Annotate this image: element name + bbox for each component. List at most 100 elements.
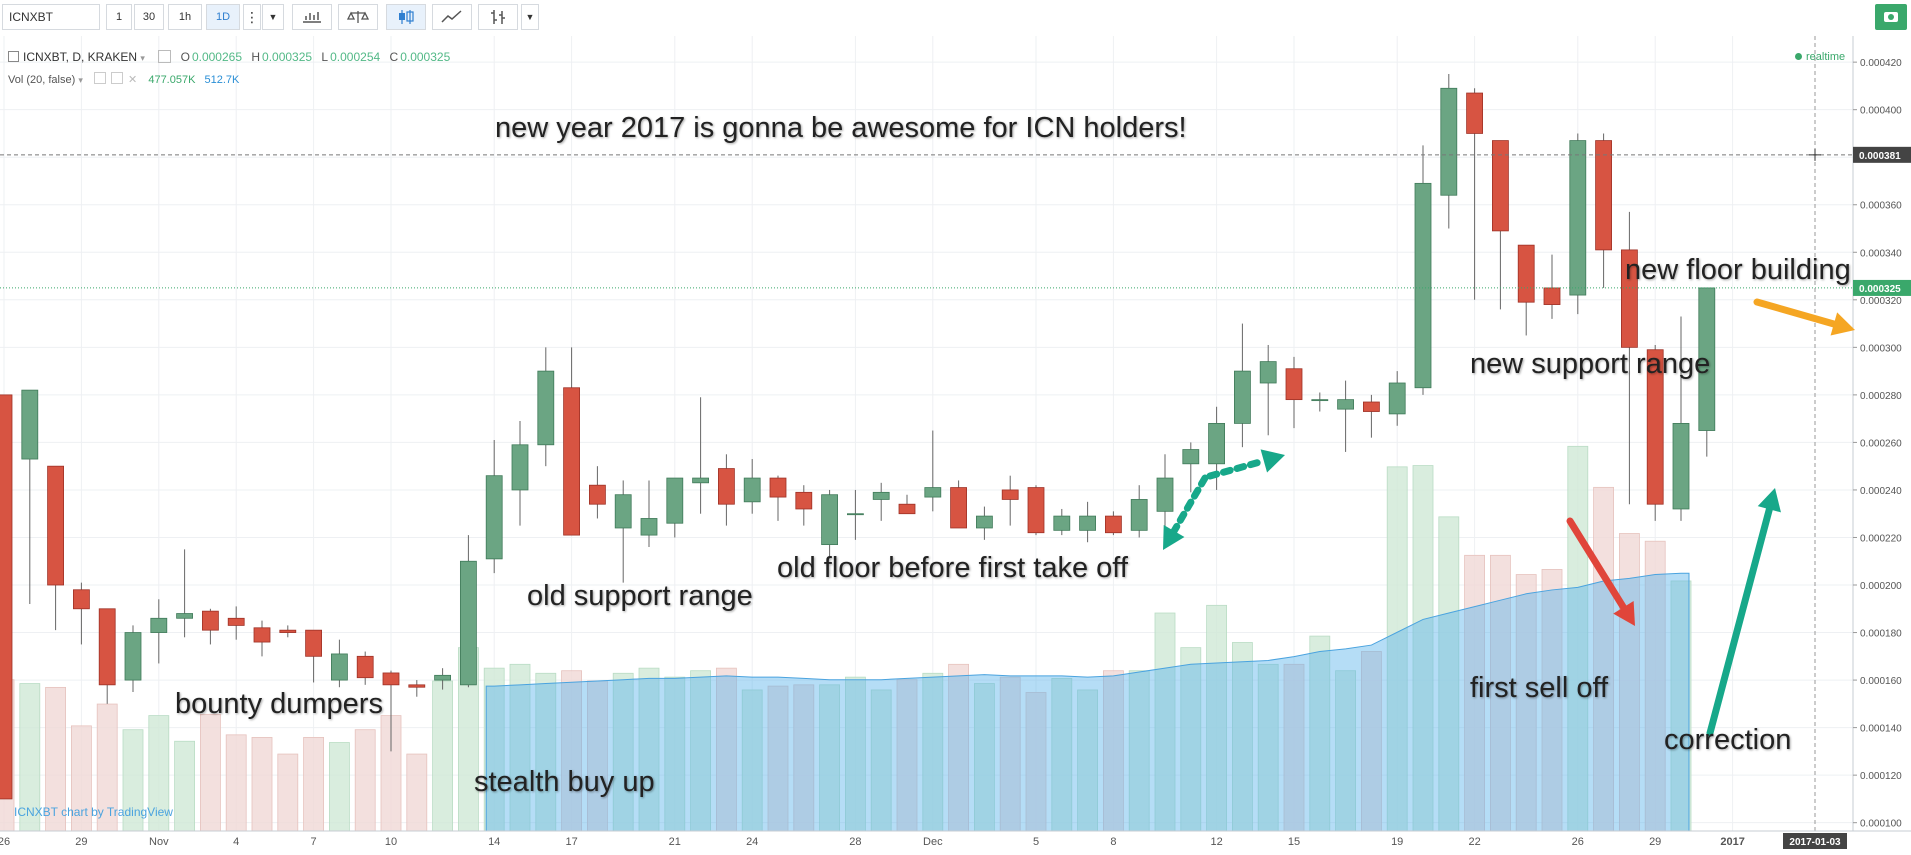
candle-body bbox=[201, 610, 219, 631]
legend-menu-icon[interactable]: ▾ bbox=[140, 53, 145, 63]
price-tick-label: 0.000340 bbox=[1860, 248, 1902, 259]
candle-body bbox=[124, 632, 142, 681]
annotation-bounty: bounty dumpers bbox=[175, 688, 383, 720]
camera-icon[interactable] bbox=[1875, 4, 1907, 30]
candle bbox=[201, 608, 219, 645]
candle bbox=[1440, 74, 1458, 229]
volume-close-icon[interactable]: ✕ bbox=[128, 74, 138, 86]
candle bbox=[124, 625, 142, 692]
symbol-search-input[interactable]: ICNXBT bbox=[2, 4, 100, 30]
crosshair-cursor-icon bbox=[1809, 148, 1821, 161]
price-tick-label: 0.000100 bbox=[1860, 819, 1902, 830]
candle-body bbox=[408, 684, 426, 688]
arrow-shaft bbox=[1706, 505, 1773, 737]
volume-bar bbox=[354, 729, 376, 832]
volume-eye-icon[interactable] bbox=[93, 72, 106, 84]
candle-body bbox=[253, 627, 271, 643]
candle bbox=[279, 625, 297, 638]
interval-1-button[interactable]: 1 bbox=[106, 4, 132, 30]
candle bbox=[356, 651, 374, 685]
candle-body bbox=[718, 468, 735, 505]
candles-style-icon[interactable] bbox=[386, 4, 426, 30]
candle-body bbox=[1466, 92, 1483, 134]
time-axis: 26 29 Nov 4 7 10 14 17 21 24 28 Dec 5 8 12 15 19 22 26 29 20… bbox=[0, 830, 1911, 850]
volume-label[interactable]: Vol (20, false) bbox=[8, 74, 76, 86]
correction-arrow bbox=[1706, 488, 1781, 737]
annotation-old-support: old support range bbox=[527, 580, 753, 612]
more-intervals-icon[interactable]: ⋮ bbox=[243, 4, 261, 30]
bars-style-icon[interactable] bbox=[478, 4, 518, 30]
volume-menu-icon[interactable]: ▾ bbox=[78, 75, 83, 85]
candle bbox=[1156, 454, 1174, 538]
candle-body bbox=[1079, 515, 1096, 531]
volume-bar bbox=[199, 713, 221, 832]
arrow-head bbox=[1830, 312, 1855, 336]
volume-bar bbox=[251, 736, 273, 832]
arrow-shaft bbox=[1206, 457, 1268, 480]
last-price-label: 0.000325 bbox=[1859, 284, 1901, 295]
interval-30-button[interactable]: 30 bbox=[134, 4, 164, 30]
annotation-new-year: new year 2017 is gonna be awesome for IC… bbox=[495, 112, 1187, 144]
candle-body bbox=[743, 477, 761, 503]
interval-1h-button[interactable]: 1h bbox=[168, 4, 202, 30]
candles bbox=[0, 74, 1716, 800]
crosshair-price-label: 0.000381 bbox=[1859, 151, 1901, 162]
realtime-dot-icon bbox=[1795, 53, 1802, 60]
volume-bar bbox=[174, 740, 196, 832]
low-label: L bbox=[321, 50, 329, 64]
arrow-shaft bbox=[1170, 474, 1209, 535]
candle bbox=[614, 480, 632, 583]
volume-settings-icon[interactable] bbox=[110, 72, 123, 84]
volume-legend: Vol (20, false) ▾ ✕ 477.057K 512.7K bbox=[8, 72, 239, 86]
tradingview-credit[interactable]: ICNXBT chart by TradingView bbox=[14, 805, 173, 819]
price-tick-label: 0.000140 bbox=[1860, 724, 1902, 735]
candle bbox=[1672, 316, 1690, 521]
time-tick-label: Dec bbox=[923, 836, 943, 848]
candle-body bbox=[511, 444, 529, 491]
chart-area[interactable]: 0.000100 0.000120 0.000140 0.000160 0.000180… bbox=[0, 36, 1911, 850]
candle bbox=[434, 668, 452, 690]
candle bbox=[1466, 88, 1483, 300]
candle-body bbox=[279, 629, 297, 633]
candle-body bbox=[847, 513, 864, 516]
arrow-head bbox=[1613, 600, 1635, 626]
candle-body bbox=[1130, 499, 1148, 531]
takeoff-arrow-up bbox=[1206, 449, 1285, 480]
candle bbox=[537, 347, 555, 467]
time-tick-label: 26 bbox=[0, 836, 10, 848]
indicators-icon[interactable] bbox=[292, 4, 332, 30]
candle bbox=[1053, 508, 1071, 536]
price-chart[interactable]: 0.000100 0.000120 0.000140 0.000160 0.000180… bbox=[0, 36, 1911, 850]
candle bbox=[1027, 485, 1045, 536]
interval-dropdown-icon[interactable]: ▼ bbox=[262, 4, 284, 30]
time-axis-bg bbox=[0, 831, 1911, 850]
candle-body bbox=[872, 491, 890, 500]
candle-body bbox=[692, 477, 709, 484]
sell-off-arrow bbox=[1566, 517, 1635, 626]
candle bbox=[1285, 356, 1303, 429]
candle bbox=[1492, 140, 1509, 310]
annotation-old-floor: old floor before first take off bbox=[777, 552, 1128, 584]
candle-body bbox=[1363, 401, 1380, 412]
volume-bar bbox=[406, 753, 428, 832]
line-style-icon[interactable] bbox=[432, 4, 472, 30]
time-tick-label: 21 bbox=[669, 836, 681, 848]
chart-style-dropdown-icon[interactable]: ▼ bbox=[521, 4, 539, 30]
candle bbox=[0, 394, 13, 800]
settings-icon[interactable] bbox=[158, 50, 172, 63]
candle bbox=[511, 421, 529, 526]
candle-body bbox=[305, 629, 323, 657]
interval-1d-button[interactable]: 1D bbox=[206, 4, 240, 30]
volume-ma-value: 512.7K bbox=[204, 74, 240, 86]
time-tick-label: 12 bbox=[1210, 836, 1222, 848]
candle-body bbox=[98, 608, 116, 686]
compare-icon[interactable] bbox=[338, 4, 378, 30]
arrow-shaft bbox=[1753, 298, 1838, 328]
candle bbox=[330, 639, 348, 688]
candle-body bbox=[1595, 140, 1612, 251]
cursor-date-badge bbox=[1783, 833, 1847, 849]
legend-title[interactable]: ICNXBT, D, KRAKEN bbox=[23, 50, 138, 64]
realtime-label: realtime bbox=[1806, 51, 1846, 63]
collapse-legend-icon[interactable] bbox=[8, 51, 19, 62]
candle-body bbox=[1156, 477, 1174, 512]
